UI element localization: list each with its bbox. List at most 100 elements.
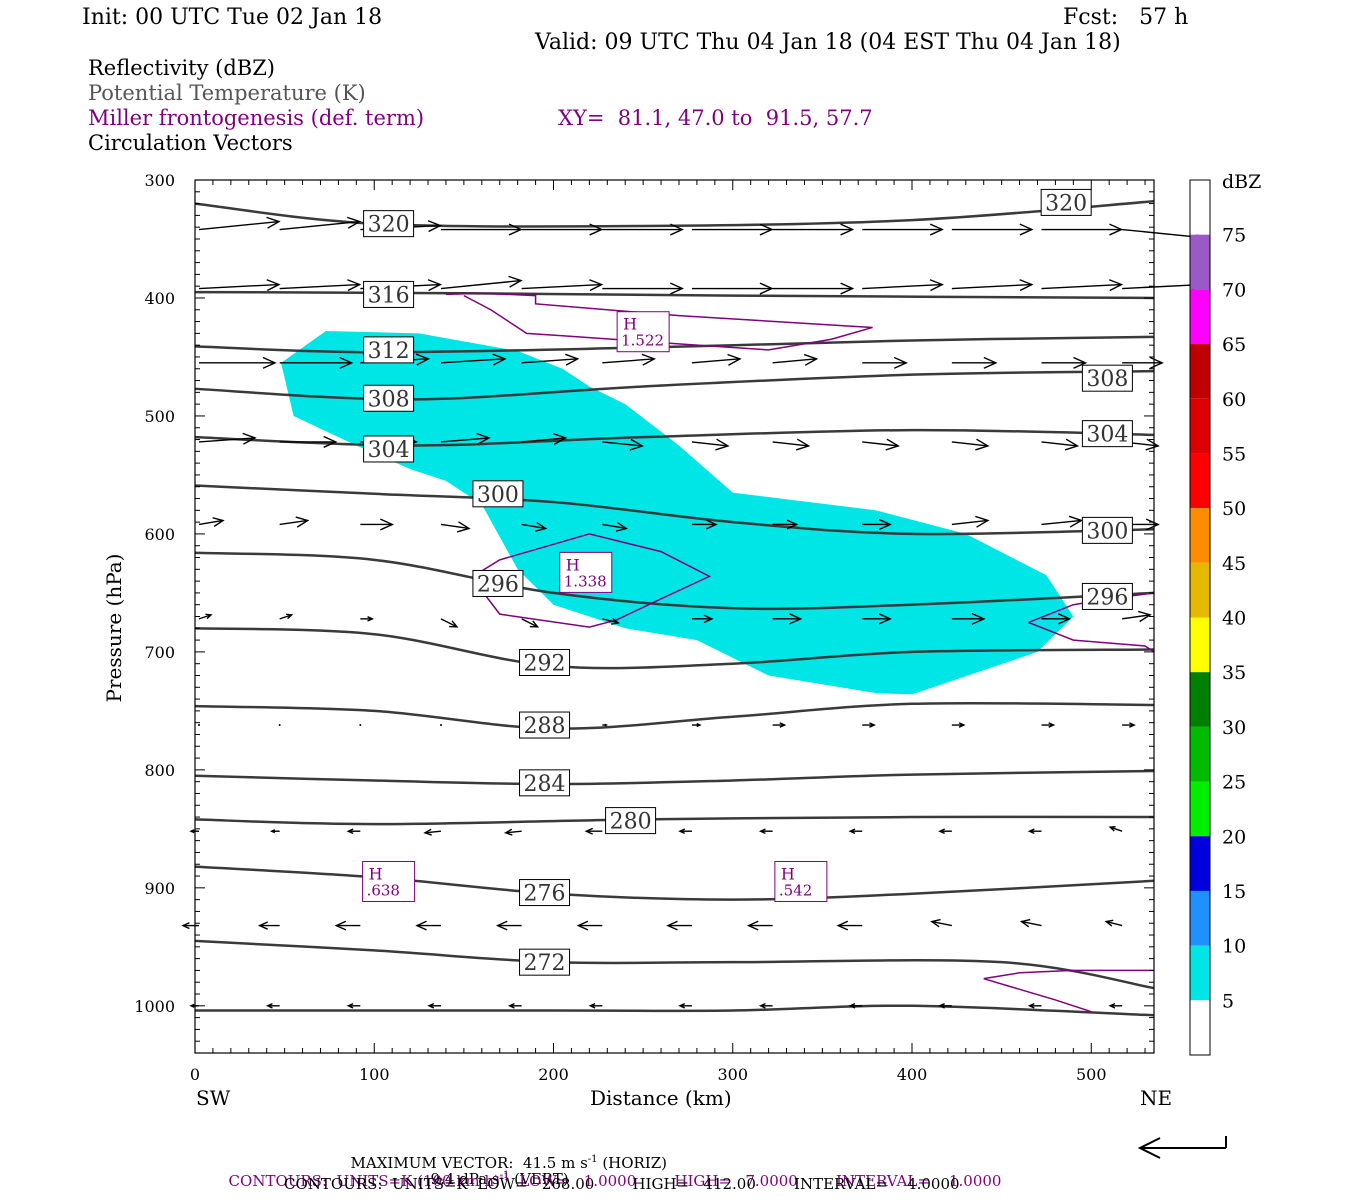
- colorbar-label: 25: [1222, 772, 1246, 794]
- circulation-vector: [1027, 1003, 1042, 1009]
- frontogenesis-high-marker: H: [369, 864, 383, 883]
- theta-label: 308: [1086, 367, 1128, 392]
- frontogenesis-high-value: 1.522: [621, 332, 664, 350]
- circulation-vector: [198, 613, 213, 620]
- circulation-vector: [862, 438, 900, 451]
- theta-label-box: [519, 649, 571, 677]
- circulation-vector: [1019, 918, 1042, 928]
- circulation-vector: [1041, 613, 1072, 625]
- circulation-vector: [440, 353, 507, 366]
- theta-label-box: [605, 807, 657, 835]
- theta-label: 296: [1086, 585, 1128, 610]
- colorbar-label: 75: [1222, 225, 1246, 247]
- theta-label: 288: [524, 714, 566, 739]
- circulation-vector: [772, 613, 803, 625]
- circulation-vector: [862, 518, 892, 531]
- frontogenesis-high-marker: H: [566, 555, 580, 574]
- y-tick-label: 400: [144, 289, 175, 308]
- frontogenesis-high-marker: H: [781, 864, 795, 883]
- circulation-vector: [507, 1003, 522, 1009]
- theta-contour-292: [194, 627, 1155, 670]
- legend-theta: Potential Temperature (K): [88, 81, 366, 105]
- circulation-vector: [269, 829, 280, 834]
- theta-label-box: [363, 384, 415, 412]
- circulation-vector: [862, 356, 908, 369]
- theta-label: 280: [610, 810, 652, 835]
- circulation-vector: [691, 353, 742, 366]
- reflectivity-5dbz-area: [281, 331, 1074, 695]
- circulation-vector: [521, 618, 540, 628]
- theta-label: 292: [524, 652, 566, 677]
- circulation-vector: [440, 275, 523, 290]
- theta-contour-surface: [194, 1004, 1155, 1017]
- x-axis-left-end: SW: [196, 1086, 231, 1110]
- circulation-vector: [678, 1003, 692, 1009]
- colorbar-swatch: [1190, 945, 1210, 1001]
- circulation-vector: [440, 618, 459, 628]
- theta-contour-272: [194, 939, 1155, 990]
- circulation-vector: [1041, 438, 1080, 451]
- theta-label-box: [1081, 516, 1133, 544]
- circulation-vector: [1108, 1003, 1123, 1009]
- theta-label: 320: [368, 213, 410, 238]
- circulation-vector: [938, 828, 952, 835]
- colorbar-title: dBZ: [1222, 171, 1261, 193]
- frontogenesis-high-value: .542: [779, 881, 812, 899]
- circulation-vector: [602, 353, 657, 366]
- colorbar-label: 70: [1222, 279, 1246, 301]
- circulation-vector: [1041, 223, 1124, 236]
- theta-contour-300: [194, 484, 1155, 536]
- theta-label: 316: [368, 283, 410, 308]
- circulation-vector: [691, 223, 774, 236]
- frontogenesis-high-box: [362, 860, 416, 902]
- circulation-vector: [360, 518, 395, 531]
- frontogenesis-high-value: 1.338: [564, 572, 607, 590]
- circulation-vector: [415, 920, 441, 931]
- y-tick-label: 1000: [134, 997, 175, 1016]
- y-tick-label: 700: [144, 643, 175, 662]
- y-tick-label: 600: [144, 525, 175, 544]
- colorbar-label: 35: [1222, 662, 1246, 684]
- circulation-vector: [576, 920, 603, 931]
- circulation-vector: [691, 722, 702, 728]
- frontogenesis-high-box: [774, 860, 828, 902]
- frontogenesis-high-value: .638: [367, 881, 400, 899]
- circulation-vector: [198, 432, 257, 445]
- circulation-vector: [279, 435, 338, 448]
- x-axis-right-end: NE: [1140, 1086, 1173, 1110]
- theta-label-box: [363, 210, 415, 238]
- theta-contour-308: [194, 369, 1155, 401]
- footer-theta-contours: CONTOURS: UNITS=K LOW= 268.00 HIGH= 412.…: [284, 1175, 960, 1193]
- circulation-vector: [279, 613, 294, 620]
- colorbar-swatch: [1190, 344, 1210, 399]
- colorbar-label: 50: [1222, 498, 1246, 520]
- colorbar-label: 30: [1222, 717, 1246, 739]
- circulation-vector: [772, 223, 855, 236]
- circulation-vector: [1041, 356, 1088, 369]
- colorbar-swatch: [1190, 836, 1210, 891]
- circulation-vector: [602, 617, 620, 625]
- circulation-vector: [1104, 919, 1123, 927]
- colorbar-swatch: [1190, 890, 1210, 946]
- circulation-vector: [938, 1003, 952, 1009]
- x-tick-label: 500: [1076, 1065, 1107, 1084]
- circulation-vector: [862, 223, 944, 236]
- theta-label: 304: [1086, 423, 1128, 448]
- theta-contour-284: [194, 769, 1155, 786]
- circulation-vector: [279, 356, 354, 369]
- theta-label: 300: [1086, 519, 1128, 544]
- circulation-vector: [848, 828, 863, 835]
- colorbar-label: 15: [1222, 881, 1246, 903]
- colorbar-label: 40: [1222, 608, 1246, 630]
- circulation-vector: [691, 438, 730, 451]
- colorbar-swatch: [1190, 234, 1210, 290]
- colorbar-label: 65: [1222, 334, 1246, 356]
- circulation-vector: [772, 282, 855, 295]
- legend-frontogenesis: Miller frontogenesis (def. term): [88, 106, 425, 130]
- theta-label-box: [1040, 188, 1092, 216]
- y-tick-label: 300: [144, 171, 175, 190]
- circulation-vector: [758, 1003, 773, 1009]
- y-tick-label: 900: [144, 879, 175, 898]
- circulation-vector: [198, 517, 225, 527]
